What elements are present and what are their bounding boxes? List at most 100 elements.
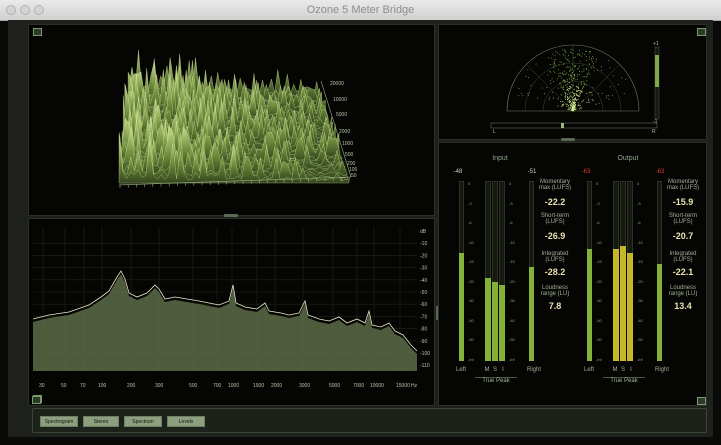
stereo-sample [569,101,571,103]
stereo-sample [555,51,557,52]
freq-label: 1000 [342,141,353,147]
spectrum-average-fill [33,274,417,371]
input-integrated-value: -28.2 [544,267,566,277]
tab-stereo[interactable]: Stereo [83,416,119,427]
stereo-sample [569,75,571,77]
stereo-sample [612,75,614,77]
stereo-sample [578,88,580,90]
stereo-sample [573,65,575,67]
horizontal-splitter-handle[interactable] [561,138,575,141]
stereo-sample [578,102,580,104]
stereo-sample [552,53,554,55]
stereo-sample [576,89,578,91]
panel-resize-icon[interactable] [32,396,41,404]
stereo-sample [573,104,575,106]
stereo-sample [570,69,572,71]
spectrum-x-label: 15000 [396,383,410,389]
input-scale-left: -20 [468,278,474,284]
balance-meter [490,122,658,129]
close-window-button[interactable] [6,5,16,15]
tab-spectrum[interactable]: Spectrum [124,416,162,427]
stereo-sample [569,108,571,110]
output-channel-i: I [630,367,632,373]
stereo-sample [581,81,583,83]
input-scale-right: -15 [509,259,515,264]
stereo-sample [568,101,570,103]
stereo-sample [553,63,555,65]
spectrogram-ridge [118,134,350,184]
stereo-sample [610,86,611,88]
stereo-sample [582,76,584,78]
stereo-sample [547,57,549,59]
spectrum-x-label: 50 [61,383,67,389]
stereo-sample [564,95,566,97]
output-scale-right: -20 [637,278,643,284]
stereo-sample [566,83,568,85]
spectrum-y-label: dB [420,229,427,235]
freq-label: 2000 [339,129,350,135]
stereo-sample [546,87,548,88]
tab-levels[interactable]: Levels [167,416,205,427]
stereo-sample [579,53,581,55]
stereo-sample [575,99,577,101]
stereo-sample [581,52,583,54]
output-scale-left: -6 [596,220,600,225]
stereo-sample [564,73,566,75]
spectrum-y-label: -70 [420,314,427,320]
input-scale-left: 0 [468,181,471,186]
stereo-sample [571,97,573,99]
freq-label: 500 [345,152,354,158]
stereo-sample [588,56,590,58]
stereo-sample [586,50,588,52]
stereo-sample [568,90,570,92]
output-meter-fill [620,246,626,361]
stereo-sample [563,63,565,65]
tab-spectrogram[interactable]: Spectrogram [40,416,78,427]
spectrum-y-ticks: dB -10 -20 -30 -40 -50 -60 -70 -80 -90 -100 -110 [420,229,430,369]
output-range-value: 13.4 [674,301,692,311]
stereo-sample [572,79,574,81]
panel-resize-icon[interactable] [697,28,706,36]
input-meter-fill [499,285,505,361]
minimize-window-button[interactable] [20,5,30,15]
input-channel-i: I [502,367,504,373]
output-scale-left: -inf [596,356,602,362]
stereo-sample [573,102,575,104]
output-meter-fill [627,253,633,361]
spectrum-y-label: -60 [420,302,427,308]
spectrum-x-label: 5000 [329,383,340,389]
stereo-sample [557,87,559,89]
vertical-splitter-handle[interactable] [224,214,238,217]
stereo-sample [579,54,581,56]
stereo-sample [518,88,520,89]
zoom-window-button[interactable] [34,5,44,15]
stereo-sample [573,108,575,110]
stereo-sample [573,89,575,90]
stereo-sample [597,69,599,71]
stereo-sample [592,100,594,102]
output-scale-right: -50 [637,337,643,342]
stereo-sample [580,91,582,93]
input-scale-left: -40 [468,317,474,323]
stereo-sample [573,103,575,105]
spectrum-x-label: 1500 [253,383,264,389]
spectrum-x-label: 700 [213,383,222,389]
time-axis-line [118,176,352,186]
stereo-sample [593,67,595,69]
panel-resize-icon[interactable] [33,28,42,36]
stereo-sample [525,75,527,77]
stereo-sample [561,87,563,89]
stereo-sample [550,82,552,84]
stereo-sample [590,91,592,93]
output-scale-right: 0 [637,181,640,186]
side-splitter-handle[interactable] [436,306,439,320]
stereo-sample [549,80,551,82]
stereo-sample [573,105,575,107]
stereo-sample [573,70,575,72]
stereo-sample [570,48,572,50]
spectrogram-panel: 20000 10000 5000 2000 1000 500 200 100 5… [28,24,435,216]
panel-resize-icon[interactable] [697,397,706,405]
stereo-sample [553,67,555,69]
input-short-term-value: -26.9 [544,231,566,241]
stereo-sample [559,72,561,74]
